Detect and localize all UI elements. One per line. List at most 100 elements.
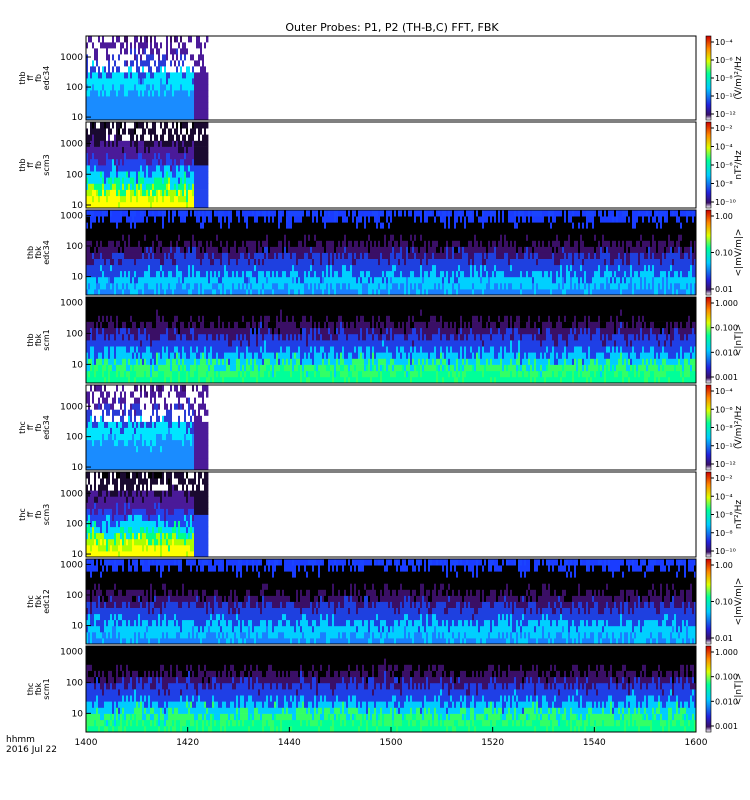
spectrogram-cell	[200, 72, 203, 79]
spectrogram-cell	[126, 189, 129, 197]
spectrogram-cell	[132, 102, 135, 109]
spectrogram-cell	[122, 201, 125, 209]
spectrogram-cell	[118, 108, 121, 115]
spectrogram-cell	[142, 48, 145, 55]
spectrogram-cell	[142, 36, 145, 43]
spectrogram-cell	[190, 96, 193, 103]
spectrogram-cell	[106, 128, 109, 135]
spectrogram-cell	[196, 60, 199, 67]
spectrogram-cell	[118, 146, 121, 154]
spectrogram-cell	[122, 177, 125, 184]
spectrogram-cell	[180, 60, 183, 67]
spectrogram-cell	[112, 158, 115, 166]
spectrogram-cell	[114, 128, 117, 135]
spectrogram-cell	[152, 42, 155, 49]
spectrogram-cell	[178, 72, 181, 79]
spectrogram-cell	[106, 84, 109, 91]
spectrogram-cell	[178, 96, 181, 103]
spectrogram-cell	[108, 102, 111, 109]
spectrogram-cell	[130, 128, 133, 135]
spectrogram-cell	[112, 189, 115, 197]
spectrogram-cell	[132, 72, 135, 79]
spectrogram-cell	[120, 165, 123, 172]
spectrogram-cell	[198, 54, 201, 61]
spectrogram-cell	[126, 146, 129, 154]
spectrogram-cell	[138, 84, 141, 91]
spectrogram-cell	[200, 102, 203, 109]
spectrogram-cell	[116, 152, 119, 160]
spectrogram-cell	[116, 78, 119, 85]
spectrogram-cell	[100, 158, 103, 166]
spectrogram-cell	[88, 78, 91, 85]
spectrogram-cell	[196, 36, 199, 43]
spectrogram-cell	[132, 84, 135, 91]
spectrogram-cell	[148, 78, 151, 85]
spectrogram-cell	[196, 96, 199, 103]
spectrogram-cell	[128, 128, 131, 135]
spectrogram-cell	[182, 78, 185, 85]
spectrogram-cell	[98, 36, 101, 43]
spectrogram-cell	[140, 177, 143, 184]
spectrogram-cell	[94, 72, 97, 79]
spectrogram-cell	[132, 183, 135, 190]
spectrogram-cell	[120, 183, 123, 190]
spectrogram-cell	[144, 114, 147, 121]
colorbar-tick-label: 10⁻¹⁰	[715, 198, 736, 207]
spectrogram-cell	[136, 189, 139, 197]
spectrogram-cell	[114, 90, 117, 97]
spectrogram-cell	[138, 177, 141, 184]
spectrogram-cell	[96, 128, 99, 135]
spectrogram-cell	[142, 84, 145, 91]
spectrogram-cell	[116, 90, 119, 97]
spectrogram-cell	[200, 84, 203, 91]
y-tick-label: 10	[72, 201, 84, 211]
spectrogram-cell	[172, 72, 175, 79]
spectrogram-cell	[178, 90, 181, 97]
spectrogram-cell	[206, 102, 209, 109]
spectrogram-cell	[146, 36, 149, 43]
spectrogram-cell	[134, 66, 137, 73]
spectrogram-cell	[166, 114, 169, 121]
spectrogram-cell	[184, 84, 187, 91]
spectrogram-cell	[146, 195, 149, 203]
spectrogram-cell	[124, 146, 127, 154]
spectrogram-cell	[154, 108, 157, 115]
spectrogram-cell	[100, 140, 103, 147]
spectrogram-cell	[126, 114, 129, 121]
spectrogram-cell	[130, 60, 133, 67]
spectrogram-cell	[142, 158, 145, 166]
spectrogram-cell	[194, 90, 197, 97]
spectrogram-cell	[158, 96, 161, 103]
spectrogram-cell	[120, 171, 123, 178]
spectrogram-cell	[138, 72, 141, 79]
spectrogram-cell	[160, 36, 163, 43]
spectrogram-cell	[108, 114, 111, 121]
spectrogram-cell	[98, 42, 101, 49]
spectrogram-cell	[108, 48, 111, 55]
spectrogram-cell	[172, 78, 175, 85]
spectrogram-cell	[152, 48, 155, 55]
spectrogram-cell	[94, 183, 97, 190]
spectrogram-cell	[166, 66, 169, 73]
spectrogram-cell	[142, 122, 145, 129]
spectrogram-cell	[206, 183, 209, 190]
spectrogram-cell	[170, 96, 173, 103]
spectrogram-cell	[86, 36, 89, 43]
spectrogram-cell	[182, 90, 185, 97]
spectrogram-cell	[112, 72, 115, 79]
y-tick-label: 1000	[60, 140, 83, 150]
spectrogram-cell	[178, 66, 181, 73]
spectrogram-cell	[122, 54, 125, 61]
spectrogram-cell	[166, 60, 169, 67]
spectrogram-cell	[200, 36, 203, 43]
spectrogram-cell	[198, 90, 201, 97]
spectrogram-cell	[168, 84, 171, 91]
panel-label-line: ff	[26, 75, 35, 81]
spectrogram-cell	[132, 128, 135, 135]
spectrogram-cell	[140, 84, 143, 91]
spectrogram-cell	[112, 140, 115, 147]
colorbar-tick-label: 10⁻²	[715, 124, 733, 133]
spectrogram-cell	[138, 140, 141, 147]
spectrogram-cell	[162, 90, 165, 97]
spectrogram-cell	[108, 72, 111, 79]
